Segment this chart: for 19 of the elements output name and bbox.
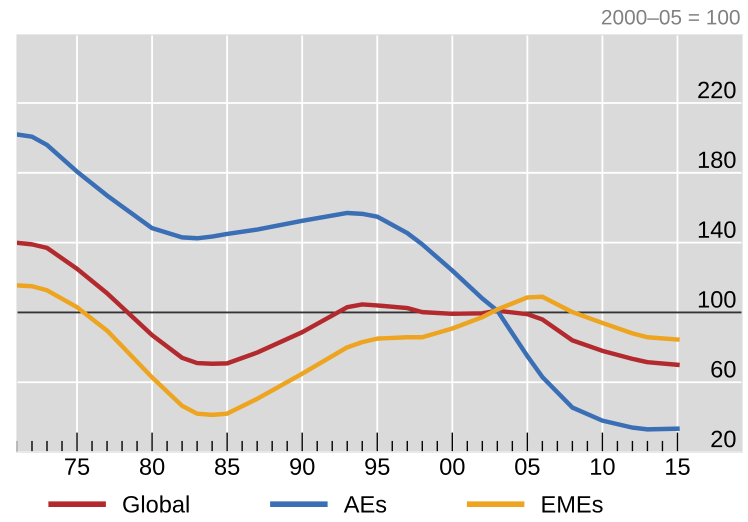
legend-label: Global [123,495,189,513]
x-tick-label: 85 [215,458,240,475]
legend-label: EMEs [542,496,603,513]
y-tick-label: 20 [711,430,736,448]
x-tick-label: 90 [290,458,314,475]
y-tick-label: 100 [698,291,736,308]
legend-label: AEs [344,496,386,513]
x-tick-label: 05 [515,458,540,475]
x-tick-label: 95 [365,458,390,475]
x-tick-label: 15 [666,458,690,475]
x-tick-label: 80 [140,458,164,475]
y-tick-label: 140 [698,221,736,238]
y-tick-label: 220 [698,82,736,98]
y-tick-label: 180 [698,151,736,168]
x-tick-label: 75 [65,458,90,475]
text: 2000–05 = 100 [602,10,740,25]
x-tick-label: 00 [440,458,465,475]
x-tick-label: 10 [591,458,615,475]
y-tick-label: 60 [711,360,736,378]
